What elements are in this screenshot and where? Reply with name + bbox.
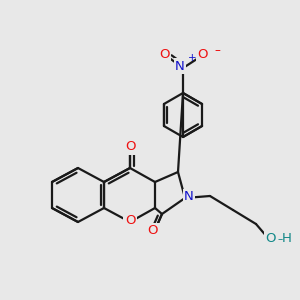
Text: N: N <box>175 59 185 73</box>
Text: +: + <box>188 53 196 63</box>
Text: –: – <box>278 234 283 244</box>
Text: O: O <box>125 140 135 154</box>
Text: O: O <box>148 224 158 238</box>
Text: N: N <box>184 190 194 203</box>
Text: O: O <box>125 214 135 226</box>
Text: O: O <box>159 49 169 62</box>
Text: O: O <box>266 232 276 244</box>
Text: –: – <box>214 44 220 58</box>
Text: H: H <box>282 232 292 245</box>
Text: O: O <box>198 49 208 62</box>
